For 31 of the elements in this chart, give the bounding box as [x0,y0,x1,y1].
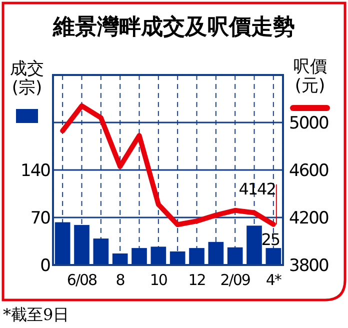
y-tick-label: 0 [40,256,50,276]
bar [208,242,224,265]
y2-tick-label: 4200 [289,208,328,228]
y-axis-title: 成交 (宗) [10,59,44,98]
bar [170,251,186,265]
bar [54,222,70,265]
bar [132,248,147,265]
x-tick-label: 6/08 [66,271,98,289]
y2-axis-title: 呎價 (元) [293,57,327,96]
bar [150,246,166,265]
data-label: 4142 [238,179,276,198]
text: *截至9日 [3,305,70,324]
bar [189,248,204,265]
bar [93,238,109,265]
x-tick-label: 4* [266,271,282,289]
bar [112,253,128,265]
y-tick-label: 70 [30,208,50,228]
bar [246,226,262,265]
bar [227,247,243,265]
x-tick-label: 8 [116,271,125,289]
chart-title: 維景灣畔成交及呎價走勢 [52,14,295,40]
x-tick-label: 2/09 [220,271,250,289]
data-label: 25 [261,230,280,250]
bar [266,248,282,265]
y2-tick-label: 5000 [289,114,328,134]
x-tick-label: 12 [188,271,206,289]
y-tick-label: 140 [20,161,50,181]
bar [74,224,90,265]
y2-tick-label: 4600 [289,161,328,181]
x-tick-label: 10 [150,271,168,289]
y2-tick-label: 3800 [289,256,328,276]
